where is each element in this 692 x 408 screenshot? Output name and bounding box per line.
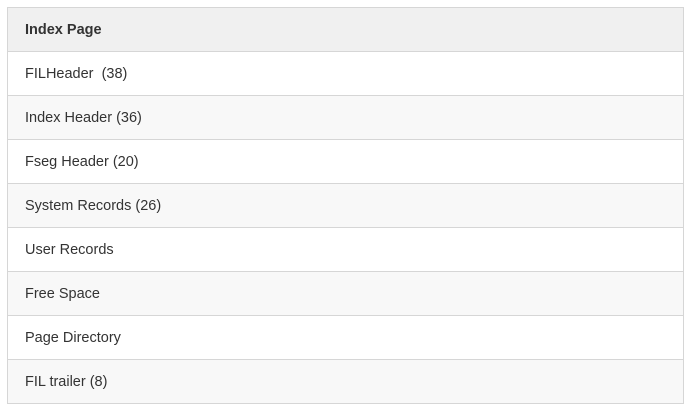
table-cell: Fseg Header (20): [7, 139, 684, 184]
header-row: Index Page: [7, 7, 684, 52]
table-row: User Records: [7, 227, 684, 272]
table-row: Free Space: [7, 271, 684, 316]
table-cell: User Records: [7, 227, 684, 272]
table-cell: FILHeader (38): [7, 51, 684, 96]
table-row: System Records (26): [7, 183, 684, 228]
index-page-table: Index Page FILHeader (38) Index Header (…: [7, 7, 684, 404]
table-cell: System Records (26): [7, 183, 684, 228]
table-cell: Page Directory: [7, 315, 684, 360]
table-cell: Free Space: [7, 271, 684, 316]
column-header: Index Page: [7, 7, 684, 52]
table-cell: Index Header (36): [7, 95, 684, 140]
table-row: Fseg Header (20): [7, 139, 684, 184]
table-row: FILHeader (38): [7, 51, 684, 96]
table-row: Index Header (36): [7, 95, 684, 140]
table-row: FIL trailer (8): [7, 359, 684, 404]
table-row: Page Directory: [7, 315, 684, 360]
table-cell: FIL trailer (8): [7, 359, 684, 404]
